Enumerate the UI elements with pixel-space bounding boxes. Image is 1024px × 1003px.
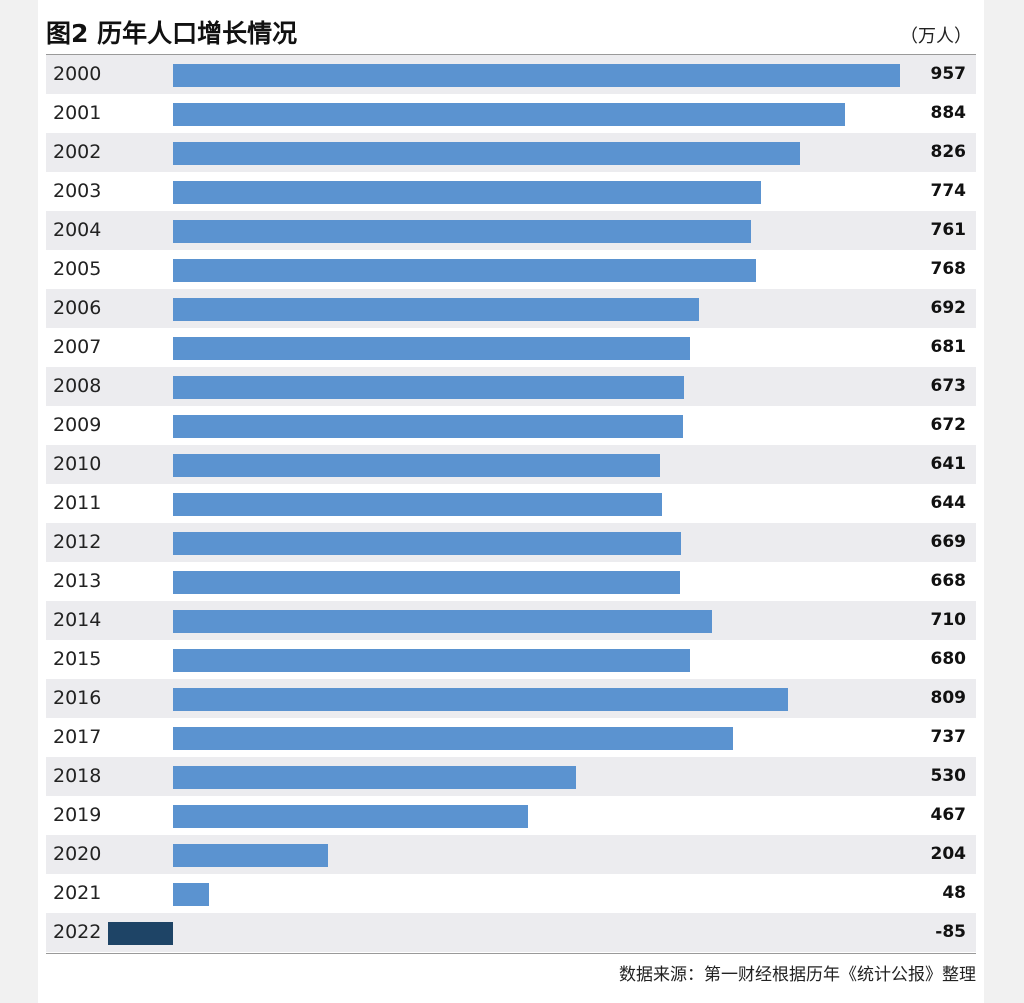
chart-row-2012: 2012 669: [46, 523, 976, 562]
bar-2000: [173, 64, 900, 87]
chart-row-2021: 2021 48: [46, 874, 976, 913]
bar-2007: [173, 337, 691, 360]
category-label: 2016: [53, 687, 102, 709]
bar-2006: [173, 298, 699, 321]
bar-chart: 2000 957 2001 884 2002 826 2003 774 2004 761 2005 7…: [46, 55, 976, 953]
bar-2017: [173, 727, 733, 750]
category-label: 2014: [53, 609, 102, 631]
bar-2009: [173, 415, 684, 438]
data-label: 467: [930, 805, 967, 825]
category-label: 2003: [53, 180, 102, 202]
category-label: 2018: [53, 765, 102, 787]
unit-label: （万人）: [900, 26, 972, 47]
category-label: 2015: [53, 648, 102, 670]
data-label: 680: [930, 649, 967, 669]
category-label: 2017: [53, 726, 102, 748]
category-label: 2021: [53, 882, 102, 904]
category-label: 2011: [53, 492, 102, 514]
category-label: 2010: [53, 453, 102, 475]
data-label: 48: [942, 883, 966, 903]
data-label: 768: [930, 259, 967, 279]
bar-2014: [173, 610, 713, 633]
chart-row-2017: 2017 737: [46, 718, 976, 757]
chart-row-2004: 2004 761: [46, 211, 976, 250]
data-label: 710: [930, 610, 967, 630]
bar-2020: [173, 844, 328, 867]
bar-2018: [173, 766, 576, 789]
category-label: 2002: [53, 141, 102, 163]
data-label: -85: [935, 922, 966, 942]
data-label: 530: [930, 766, 967, 786]
category-label: 2007: [53, 336, 102, 358]
bar-2013: [173, 571, 681, 594]
chart-row-2016: 2016 809: [46, 679, 976, 718]
bar-2001: [173, 103, 845, 126]
chart-row-2018: 2018 530: [46, 757, 976, 796]
data-label: 761: [930, 220, 967, 240]
chart-row-2002: 2002 826: [46, 133, 976, 172]
bar-2021: [173, 883, 210, 906]
data-label: 957: [930, 64, 967, 84]
bar-2016: [173, 688, 788, 711]
chart-row-2011: 2011 644: [46, 484, 976, 523]
data-label: 884: [930, 103, 967, 123]
chart-row-2001: 2001 884: [46, 94, 976, 133]
chart-row-2013: 2013 668: [46, 562, 976, 601]
chart-row-2019: 2019 467: [46, 796, 976, 835]
source-note: 数据来源：第一财经根据历年《统计公报》整理: [619, 965, 976, 985]
data-label: 826: [930, 142, 967, 162]
chart-row-2010: 2010 641: [46, 445, 976, 484]
data-label: 673: [930, 376, 967, 396]
chart-row-2005: 2005 768: [46, 250, 976, 289]
data-label: 774: [930, 181, 967, 201]
chart-row-2020: 2020 204: [46, 835, 976, 874]
data-label: 204: [930, 844, 967, 864]
category-label: 2012: [53, 531, 102, 553]
chart-row-2007: 2007 681: [46, 328, 976, 367]
chart-title: 图2 历年人口增长情况: [46, 19, 298, 48]
data-label: 669: [930, 532, 967, 552]
chart-row-2015: 2015 680: [46, 640, 976, 679]
data-label: 672: [930, 415, 967, 435]
data-label: 641: [930, 454, 967, 474]
bar-2012: [173, 532, 682, 555]
bar-2010: [173, 454, 660, 477]
chart-row-2003: 2003 774: [46, 172, 976, 211]
category-label: 2020: [53, 843, 102, 865]
chart-row-2009: 2009 672: [46, 406, 976, 445]
chart-row-2000: 2000 957: [46, 55, 976, 94]
category-label: 2009: [53, 414, 102, 436]
data-label: 644: [930, 493, 967, 513]
bar-2005: [173, 259, 757, 282]
bar-2002: [173, 142, 801, 165]
data-label: 692: [930, 298, 967, 318]
data-label: 668: [930, 571, 967, 591]
bar-2003: [173, 181, 761, 204]
chart-row-2008: 2008 673: [46, 367, 976, 406]
category-label: 2005: [53, 258, 102, 280]
category-label: 2022: [53, 921, 102, 943]
bar-2004: [173, 220, 752, 243]
chart-row-2006: 2006 692: [46, 289, 976, 328]
category-label: 2008: [53, 375, 102, 397]
category-label: 2004: [53, 219, 102, 241]
category-label: 2001: [53, 102, 102, 124]
bar-2011: [173, 493, 663, 516]
category-label: 2006: [53, 297, 102, 319]
chart-row-2014: 2014 710: [46, 601, 976, 640]
data-label: 737: [930, 727, 967, 747]
category-label: 2019: [53, 804, 102, 826]
data-label: 809: [930, 688, 967, 708]
bar-2022: [108, 922, 173, 945]
category-label: 2013: [53, 570, 102, 592]
data-label: 681: [930, 337, 967, 357]
top-divider: [46, 54, 976, 55]
chart-row-2022: 2022 -85: [46, 913, 976, 952]
bar-2008: [173, 376, 685, 399]
bar-2019: [173, 805, 528, 828]
bottom-divider: [46, 953, 976, 954]
bar-2015: [173, 649, 690, 672]
category-label: 2000: [53, 63, 102, 85]
